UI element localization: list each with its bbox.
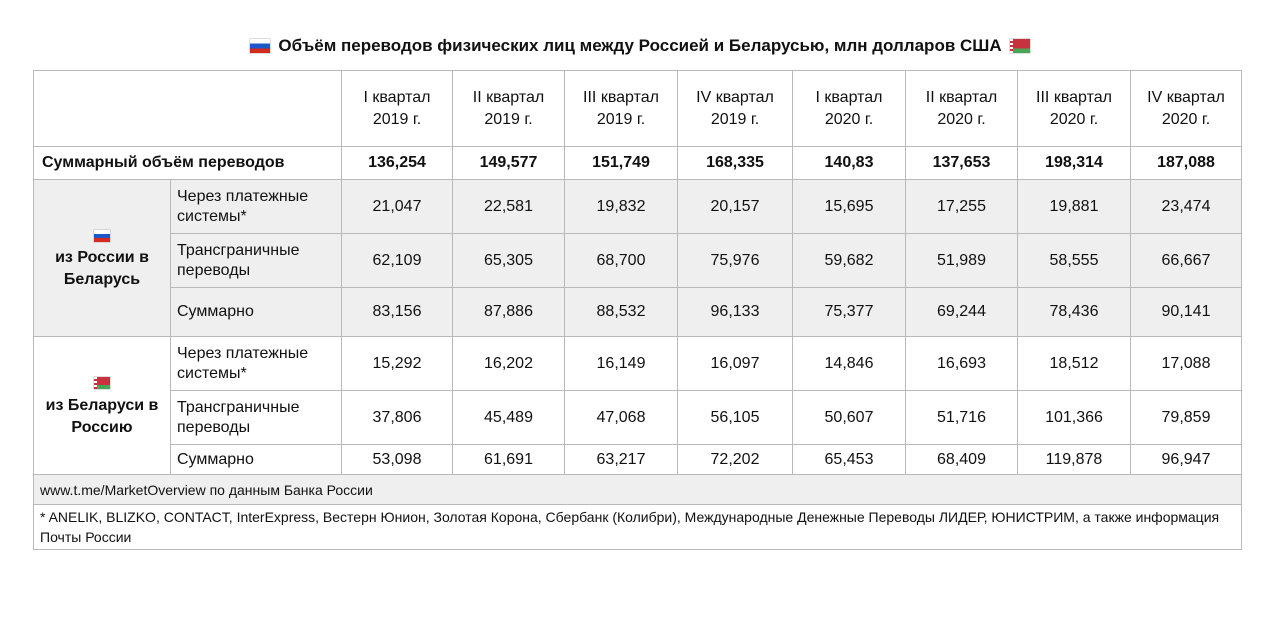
header-corner-cell: [33, 70, 342, 147]
total-label: Суммарный объём переводов: [33, 146, 342, 180]
value-cell: 75,976: [677, 233, 793, 288]
value-cell: 96,947: [1130, 444, 1242, 475]
row-label: Через платежные системы*: [170, 179, 342, 234]
value-cell: 18,512: [1017, 336, 1131, 391]
column-header: IV квартал 2020 г.: [1130, 70, 1242, 147]
value-cell: 72,202: [677, 444, 793, 475]
value-cell: 58,555: [1017, 233, 1131, 288]
value-cell: 19,832: [564, 179, 678, 234]
table-row: Суммарно 53,098 61,691 63,217 72,202 65,…: [34, 444, 1242, 475]
row-label: Суммарно: [170, 287, 342, 337]
value-cell: 88,532: [564, 287, 678, 337]
value-cell: 66,667: [1130, 233, 1242, 288]
table-row: Трансграничные переводы 37,806 45,489 47,…: [34, 390, 1242, 445]
column-header: IV квартал 2019 г.: [677, 70, 793, 147]
value-cell: 96,133: [677, 287, 793, 337]
value-cell: 56,105: [677, 390, 793, 445]
value-cell: 16,097: [677, 336, 793, 391]
total-value: 187,088: [1130, 146, 1242, 180]
column-header: III квартал 2019 г.: [564, 70, 678, 147]
value-cell: 50,607: [792, 390, 906, 445]
value-cell: 51,716: [905, 390, 1018, 445]
table-row: Трансграничные переводы 62,109 65,305 68,…: [34, 233, 1242, 288]
value-cell: 61,691: [452, 444, 565, 475]
total-row: Суммарный объём переводов 136,254 149,57…: [33, 146, 1242, 180]
chart-title-text: Объём переводов физических лиц между Рос…: [278, 36, 1002, 55]
value-cell: 14,846: [792, 336, 906, 391]
table-row: из России в Беларусь Через платежные систе…: [33, 179, 1242, 337]
value-cell: 37,806: [341, 390, 453, 445]
value-cell: 45,489: [452, 390, 565, 445]
value-cell: 79,859: [1130, 390, 1242, 445]
total-value: 198,314: [1017, 146, 1131, 180]
total-value: 149,577: [452, 146, 565, 180]
total-value: 140,83: [792, 146, 906, 180]
value-cell: 59,682: [792, 233, 906, 288]
value-cell: 51,989: [905, 233, 1018, 288]
total-value: 137,653: [905, 146, 1018, 180]
russia-flag-icon: [250, 39, 271, 53]
value-cell: 75,377: [792, 287, 906, 337]
value-cell: 20,157: [677, 179, 793, 234]
total-value: 151,749: [564, 146, 678, 180]
value-cell: 16,693: [905, 336, 1018, 391]
header-row: I квартал 2019 г. II квартал 2019 г. III к…: [33, 70, 1242, 147]
value-cell: 65,305: [452, 233, 565, 288]
value-cell: 15,292: [341, 336, 453, 391]
value-cell: 16,202: [452, 336, 565, 391]
group-label-ru-by: из России в Беларусь: [33, 179, 171, 337]
value-cell: 17,255: [905, 179, 1018, 234]
value-cell: 15,695: [792, 179, 906, 234]
value-cell: 17,088: [1130, 336, 1242, 391]
value-cell: 78,436: [1017, 287, 1131, 337]
chart-title: Объём переводов физических лиц между Рос…: [0, 36, 1280, 56]
row-label: Трансграничные переводы: [170, 390, 342, 445]
column-header: II квартал 2019 г.: [452, 70, 565, 147]
russia-flag-icon: [94, 229, 110, 242]
value-cell: 101,366: [1017, 390, 1131, 445]
value-cell: 19,881: [1017, 179, 1131, 234]
source-note: www.t.me/MarketOverview по данным Банка …: [33, 474, 1242, 505]
footnote: * ANELIK, BLIZKO, CONTACT, InterExpress,…: [33, 504, 1242, 550]
column-header: I квартал 2020 г.: [792, 70, 906, 147]
value-cell: 87,886: [452, 287, 565, 337]
table-row: Суммарно 83,156 87,886 88,532 96,133 75,…: [34, 287, 1242, 337]
source-row: www.t.me/MarketOverview по данным Банка …: [33, 474, 1242, 505]
column-header: III квартал 2020 г.: [1017, 70, 1131, 147]
value-cell: 68,700: [564, 233, 678, 288]
value-cell: 62,109: [341, 233, 453, 288]
row-label: Суммарно: [170, 444, 342, 475]
total-value: 136,254: [341, 146, 453, 180]
table-row: из Беларуси в Россию Через платежные систе…: [33, 336, 1242, 475]
value-cell: 16,149: [564, 336, 678, 391]
column-header: II квартал 2020 г.: [905, 70, 1018, 147]
row-label: Через платежные системы*: [170, 336, 342, 391]
value-cell: 90,141: [1130, 287, 1242, 337]
group-label-by-ru: из Беларуси в Россию: [33, 336, 171, 475]
value-cell: 22,581: [452, 179, 565, 234]
footnote-row: * ANELIK, BLIZKO, CONTACT, InterExpress,…: [33, 504, 1242, 550]
value-cell: 23,474: [1130, 179, 1242, 234]
value-cell: 83,156: [341, 287, 453, 337]
value-cell: 21,047: [341, 179, 453, 234]
total-value: 168,335: [677, 146, 793, 180]
value-cell: 53,098: [341, 444, 453, 475]
row-label: Трансграничные переводы: [170, 233, 342, 288]
value-cell: 63,217: [564, 444, 678, 475]
column-header: I квартал 2019 г.: [341, 70, 453, 147]
value-cell: 65,453: [792, 444, 906, 475]
value-cell: 119,878: [1017, 444, 1131, 475]
value-cell: 69,244: [905, 287, 1018, 337]
value-cell: 47,068: [564, 390, 678, 445]
value-cell: 68,409: [905, 444, 1018, 475]
belarus-flag-icon: [94, 377, 110, 390]
belarus-flag-icon: [1009, 39, 1030, 53]
transfers-table: I квартал 2019 г. II квартал 2019 г. III к…: [33, 70, 1242, 550]
